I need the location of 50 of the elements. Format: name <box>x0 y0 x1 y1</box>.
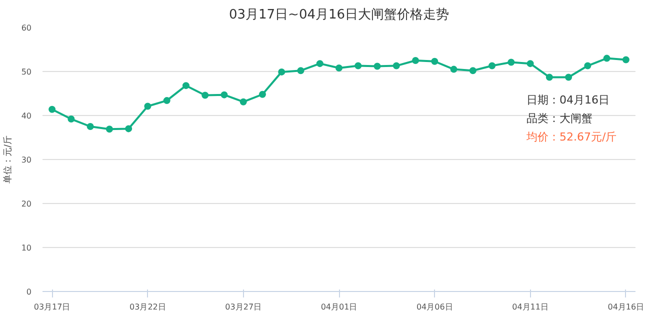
point <box>106 126 113 133</box>
annotation: 品类：大闸蟹 <box>526 112 592 126</box>
y-tick-label: 40 <box>21 112 32 120</box>
point <box>469 67 476 74</box>
point <box>526 60 534 68</box>
y-tick-label: 20 <box>21 200 32 208</box>
point <box>202 92 209 99</box>
point <box>584 62 592 70</box>
point <box>258 90 266 98</box>
x-tick-label: 03月22日 <box>130 302 166 312</box>
point <box>144 102 152 110</box>
point <box>278 68 286 76</box>
point <box>163 97 170 104</box>
y-tick-label: 60 <box>21 24 32 32</box>
point <box>565 74 572 81</box>
point <box>86 123 94 130</box>
point <box>297 67 304 74</box>
x-tick-label: 04月01日 <box>320 302 358 312</box>
point <box>412 57 420 64</box>
point <box>220 91 228 98</box>
point <box>508 58 515 66</box>
point <box>336 64 342 72</box>
point <box>374 62 381 70</box>
point <box>622 56 630 64</box>
y-tick-label: 30 <box>21 156 32 164</box>
point <box>354 62 362 70</box>
x-tick-label: 04月16日 <box>608 302 644 312</box>
annotation: 日期：04月16日 <box>526 94 610 107</box>
point <box>392 62 400 70</box>
point <box>316 60 324 68</box>
point <box>182 82 190 90</box>
y-axis-title: 单位：元/斤 <box>2 135 14 184</box>
chart-title: 03月17日~04月16日大闸蟹价格走势 <box>228 8 450 22</box>
point <box>603 54 610 62</box>
y-tick-label: 10 <box>21 244 32 252</box>
x-tick-label: 03月17日 <box>34 302 70 312</box>
annotation: 均价：52.67元/斤 <box>525 130 617 144</box>
point <box>488 62 496 70</box>
point <box>240 98 247 106</box>
point <box>450 66 458 73</box>
y-tick-label: 0 <box>26 288 32 296</box>
x-tick-label: 03月27日 <box>225 302 262 312</box>
y-tick-label: 50 <box>21 68 32 76</box>
point <box>68 116 75 123</box>
point <box>546 74 553 81</box>
point <box>48 106 56 113</box>
x-tick-label: 04月06日 <box>416 302 453 312</box>
point <box>431 58 438 65</box>
point <box>125 125 132 132</box>
x-tick-label: 04月11日 <box>512 302 548 312</box>
